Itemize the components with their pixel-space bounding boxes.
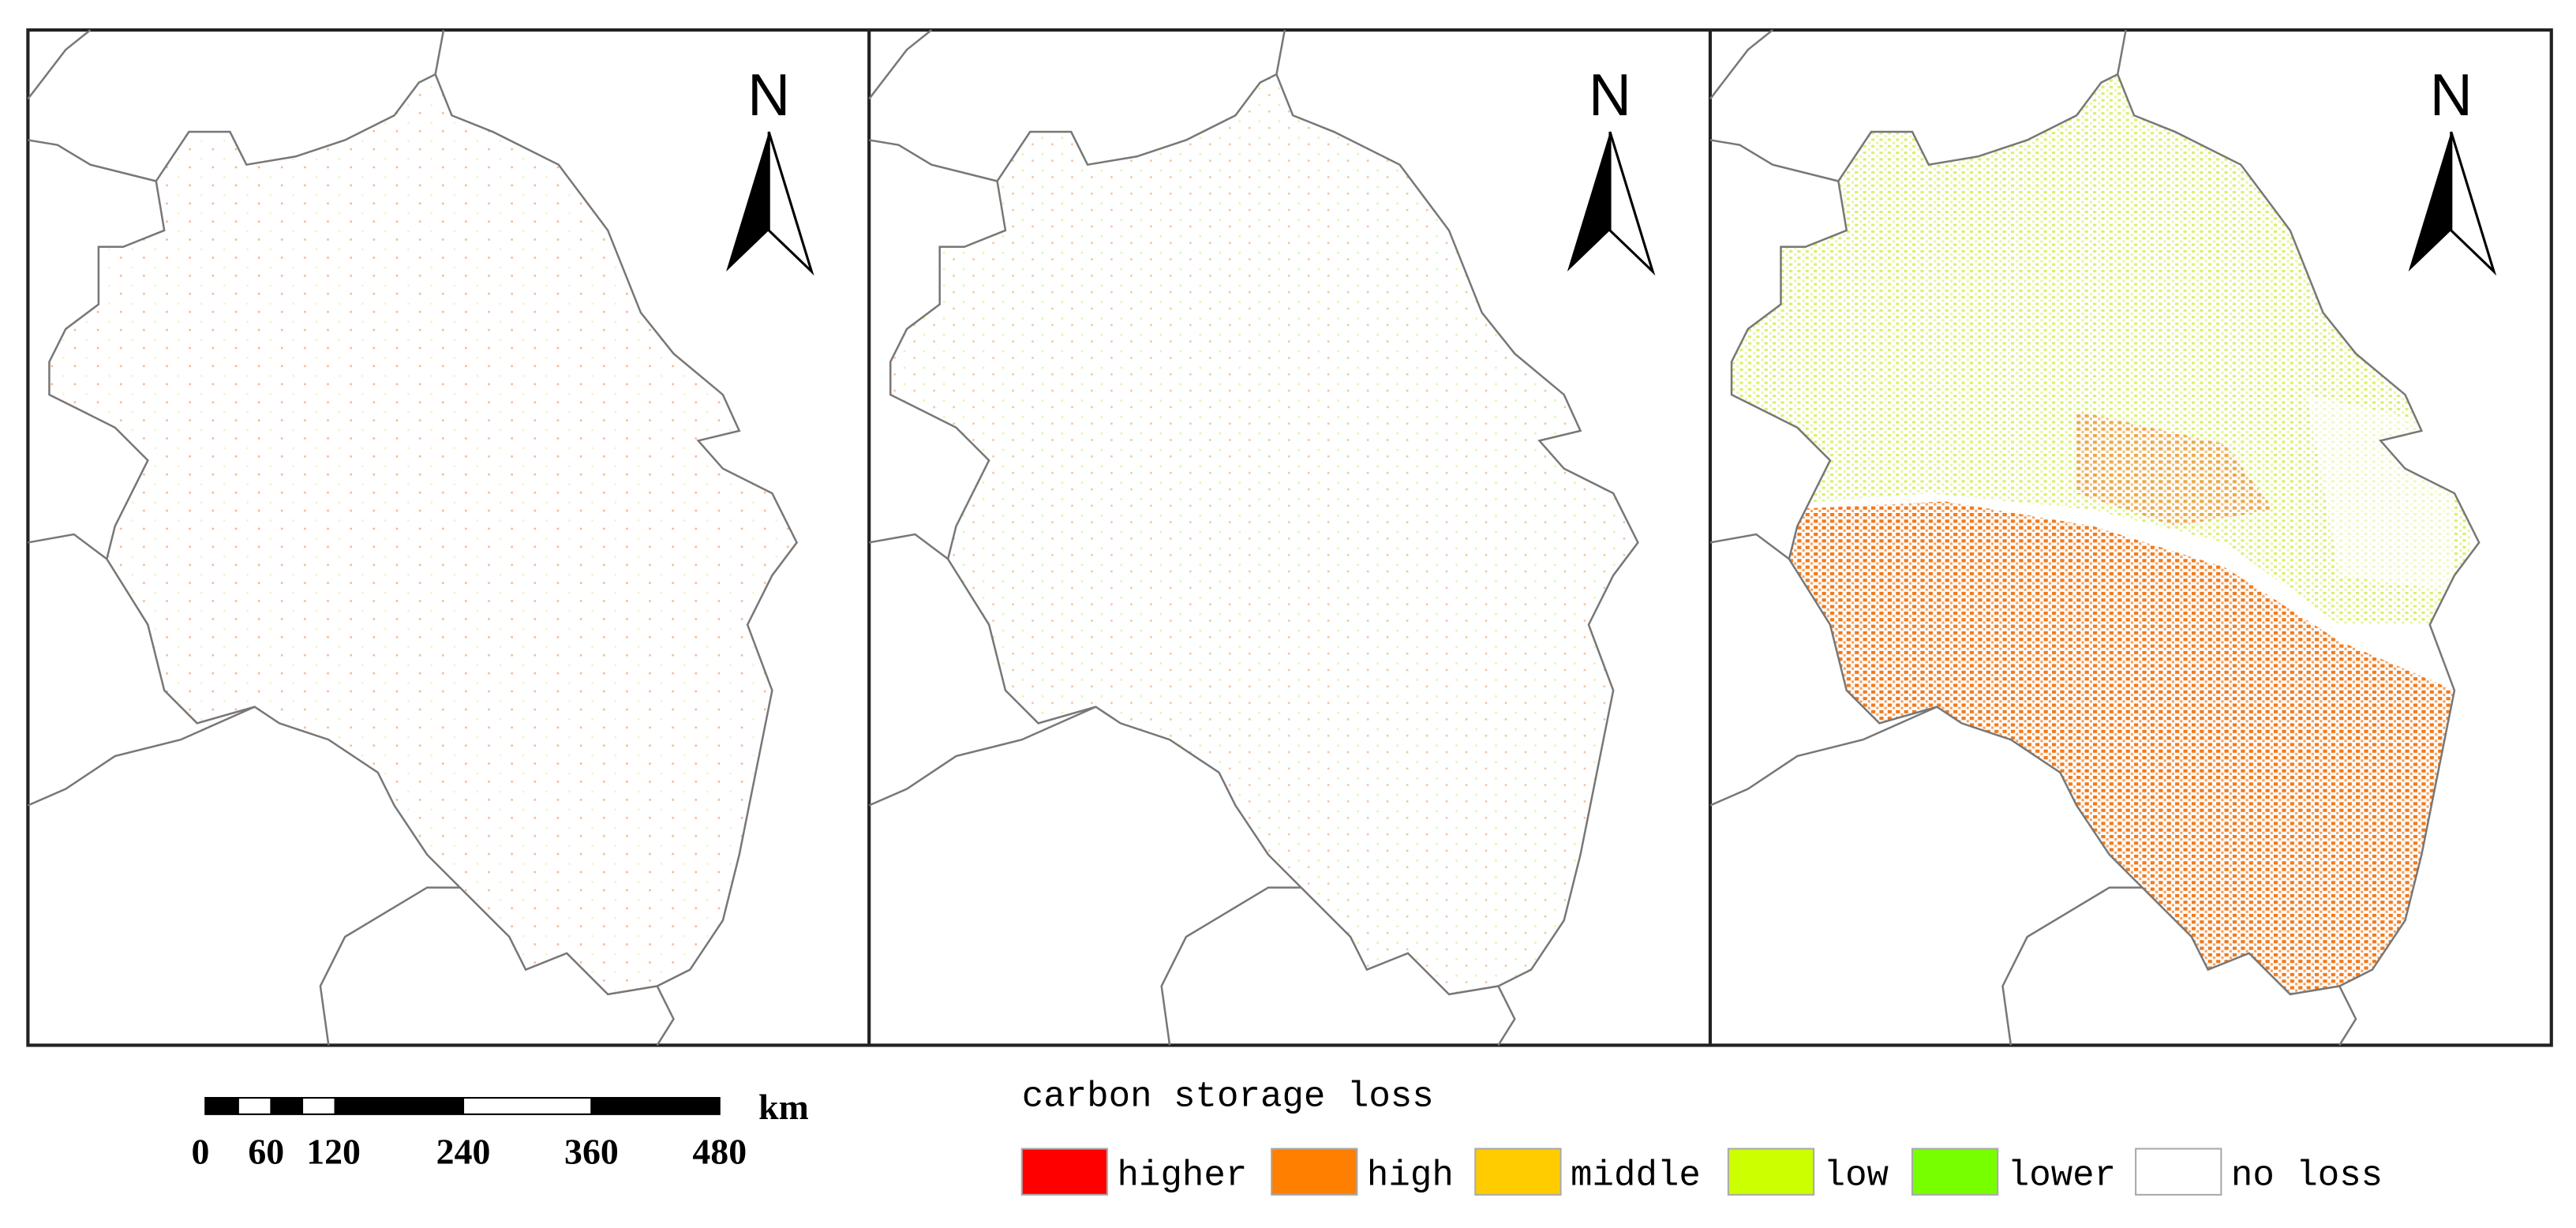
legend-swatch bbox=[1020, 1148, 1109, 1196]
north-label: N bbox=[747, 62, 790, 128]
legend-label: no loss bbox=[2231, 1155, 2383, 1196]
legend-label: high bbox=[1367, 1155, 1454, 1196]
legend-label: lower bbox=[2008, 1155, 2116, 1196]
legend-swatch bbox=[1911, 1148, 1999, 1196]
legend-swatch bbox=[1474, 1148, 1562, 1196]
legend: higher high middle low lower no loss bbox=[1020, 1148, 2383, 1196]
scale-label: 0 bbox=[192, 1131, 210, 1171]
scale-unit: km bbox=[758, 1087, 809, 1127]
legend-title: carbon storage loss bbox=[1022, 1076, 1434, 1117]
scale-label: 480 bbox=[692, 1131, 747, 1171]
scale-label: 240 bbox=[436, 1131, 491, 1171]
north-label: N bbox=[1589, 62, 1631, 128]
legend-swatch bbox=[1271, 1148, 1358, 1196]
legend-label: middle bbox=[1571, 1155, 1701, 1196]
scale-bar bbox=[204, 1097, 721, 1115]
legend-label: higher bbox=[1118, 1155, 1248, 1196]
legend-label: low bbox=[1824, 1155, 1889, 1196]
scale-label: 360 bbox=[564, 1131, 619, 1171]
legend-swatch bbox=[2135, 1148, 2222, 1196]
north-label: N bbox=[2430, 62, 2473, 128]
legend-swatch bbox=[1727, 1148, 1815, 1196]
scale-label: 60 bbox=[248, 1131, 284, 1171]
scale-label: 120 bbox=[306, 1131, 361, 1171]
